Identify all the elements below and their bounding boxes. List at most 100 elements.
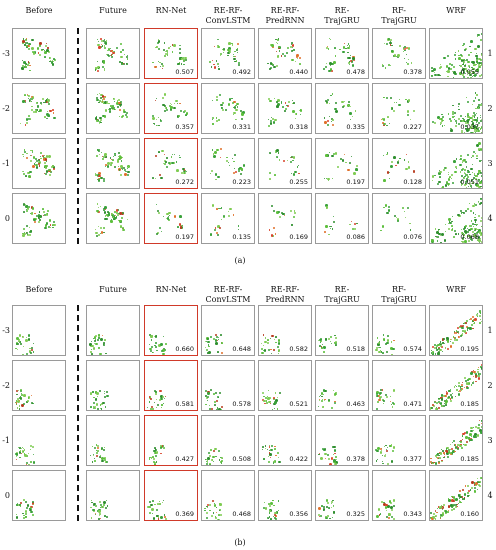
echo-dot bbox=[442, 119, 444, 122]
echo-dot bbox=[31, 401, 34, 404]
echo-dot bbox=[466, 165, 468, 167]
echo-dot bbox=[236, 51, 239, 54]
echo-dot bbox=[457, 447, 460, 450]
echo-dot bbox=[467, 170, 471, 173]
echo-dot bbox=[406, 110, 410, 113]
echo-dot bbox=[434, 174, 436, 176]
row-label: 0 bbox=[4, 490, 10, 500]
echo-dot bbox=[34, 217, 37, 220]
echo-dot bbox=[238, 229, 240, 230]
echo-dot bbox=[447, 397, 450, 400]
echo-dot bbox=[93, 454, 95, 457]
echo-dot bbox=[286, 51, 288, 54]
echo-dot bbox=[387, 116, 389, 118]
echo-dot bbox=[407, 166, 410, 169]
echo-dot bbox=[95, 403, 98, 406]
echo-dot bbox=[330, 457, 334, 460]
echo-dot bbox=[406, 47, 409, 49]
echo-dot bbox=[22, 64, 25, 68]
echo-dot bbox=[113, 98, 115, 100]
echo-dot bbox=[391, 42, 393, 44]
echo-dot bbox=[173, 102, 176, 105]
echo-dot bbox=[457, 233, 459, 235]
echo-dot bbox=[212, 63, 215, 66]
echo-dot bbox=[469, 116, 472, 120]
echo-dot bbox=[157, 47, 161, 50]
echo-dot bbox=[106, 101, 109, 103]
echo-dot bbox=[26, 118, 29, 121]
echo-dot bbox=[270, 116, 272, 119]
csi-score: 0.169 bbox=[289, 233, 308, 241]
echo-dot bbox=[214, 404, 217, 406]
echo-dot bbox=[459, 64, 461, 66]
echo-dot bbox=[103, 67, 105, 69]
echo-dot bbox=[445, 392, 448, 395]
echo-dot bbox=[22, 203, 25, 206]
echo-dot bbox=[154, 392, 157, 395]
echo-dot bbox=[99, 122, 101, 124]
echo-dot bbox=[120, 159, 123, 162]
echo-dot bbox=[45, 222, 49, 226]
echo-dot bbox=[457, 381, 460, 384]
echo-dot bbox=[467, 128, 471, 131]
panel-wrf: 0.068 bbox=[429, 193, 483, 244]
echo-dot bbox=[273, 397, 276, 400]
echo-dot bbox=[376, 391, 379, 394]
echo-dot bbox=[98, 148, 101, 151]
dashed-separator-segment bbox=[77, 325, 79, 331]
echo-dot bbox=[430, 69, 434, 73]
echo-dot bbox=[95, 452, 98, 455]
echo-dot bbox=[440, 66, 443, 68]
echo-dot bbox=[443, 456, 445, 458]
echo-dot bbox=[458, 503, 460, 505]
echo-dot bbox=[205, 461, 207, 463]
echo-dot bbox=[123, 168, 126, 171]
echo-dot bbox=[388, 38, 391, 41]
echo-dot bbox=[110, 161, 113, 165]
echo-dot bbox=[320, 340, 322, 342]
echo-dot bbox=[100, 338, 103, 341]
csi-score: 0.227 bbox=[403, 123, 422, 131]
echo-dot bbox=[468, 182, 471, 186]
echo-dot bbox=[435, 454, 438, 457]
echo-dot bbox=[205, 348, 209, 352]
echo-dot bbox=[43, 155, 45, 157]
echo-dot bbox=[100, 503, 103, 506]
echo-dot bbox=[91, 445, 93, 447]
echo-dot bbox=[480, 198, 482, 201]
echo-dot bbox=[53, 116, 56, 120]
echo-dot bbox=[123, 110, 127, 114]
echo-dot bbox=[468, 119, 471, 122]
echo-dot bbox=[471, 118, 475, 122]
echo-dot bbox=[472, 61, 475, 64]
echo-dot bbox=[52, 166, 56, 169]
echo-dot bbox=[436, 182, 440, 185]
echo-dot bbox=[152, 61, 154, 64]
column-header-line2: TrajGRU bbox=[324, 295, 360, 304]
echo-dot bbox=[166, 52, 169, 54]
echo-dot bbox=[466, 70, 468, 72]
echo-dot bbox=[480, 431, 482, 434]
csi-score: 0.223 bbox=[232, 178, 251, 186]
echo-dot bbox=[104, 206, 107, 209]
echo-dot bbox=[236, 42, 239, 46]
echo-dot bbox=[126, 173, 129, 177]
echo-dot bbox=[30, 461, 32, 463]
echo-dot bbox=[467, 122, 469, 124]
echo-dot bbox=[24, 62, 28, 66]
echo-dot bbox=[482, 71, 483, 73]
echo-dot bbox=[97, 203, 99, 205]
echo-dot bbox=[454, 446, 458, 449]
echo-dot bbox=[156, 514, 159, 518]
echo-dot bbox=[461, 498, 464, 501]
panel-repredrnn: 0.255 bbox=[258, 138, 312, 189]
echo-dot bbox=[21, 394, 23, 396]
echo-dot bbox=[22, 512, 24, 514]
echo-dot bbox=[454, 51, 457, 54]
echo-dot bbox=[162, 353, 165, 355]
echo-dot bbox=[460, 54, 463, 57]
echo-dot bbox=[439, 176, 441, 178]
echo-dot bbox=[354, 223, 356, 226]
echo-dot bbox=[100, 93, 103, 97]
echo-dot bbox=[108, 109, 112, 113]
